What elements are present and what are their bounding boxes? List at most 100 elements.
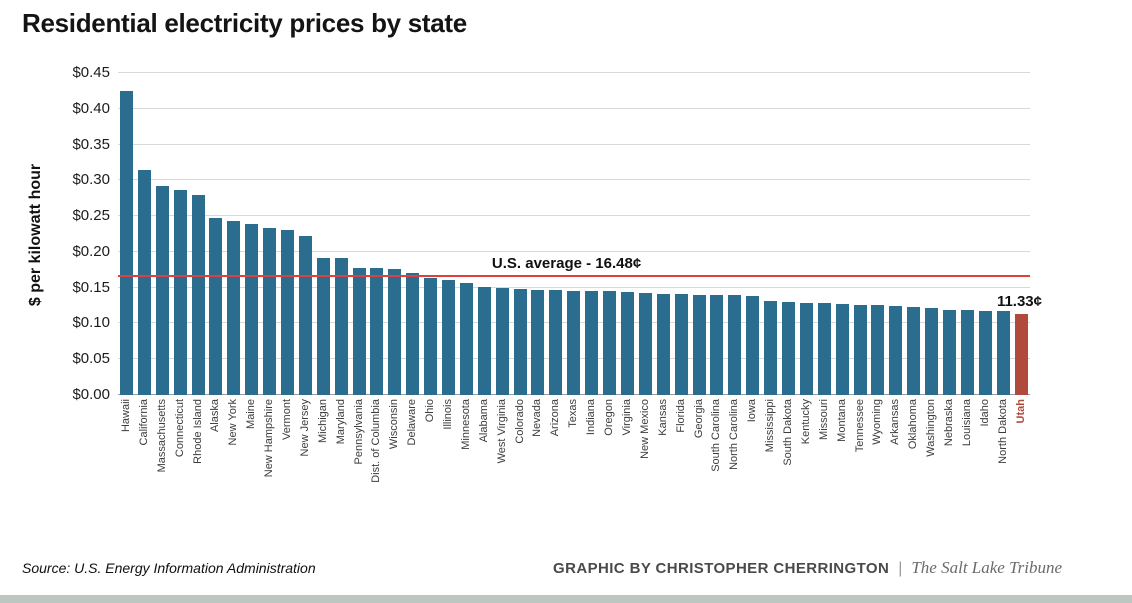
x-tick-slot: Virginia bbox=[621, 399, 634, 554]
gridline bbox=[118, 215, 1030, 217]
x-tick-slot: Minnesota bbox=[460, 399, 473, 554]
x-tick-label: Hawaii bbox=[120, 399, 132, 433]
x-tick-slot: Florida bbox=[675, 399, 688, 554]
x-tick-label: Oklahoma bbox=[907, 399, 920, 450]
gridline bbox=[118, 107, 1030, 109]
bar-oregon bbox=[603, 290, 617, 395]
y-tick-label: $0.40 bbox=[72, 99, 110, 117]
bar-oklahoma bbox=[907, 307, 921, 395]
x-tick-slot: Wisconsin bbox=[388, 399, 401, 554]
bar-north-dakota bbox=[996, 311, 1010, 395]
x-tick-slot: Utah bbox=[1015, 399, 1028, 554]
bar-new-mexico bbox=[638, 292, 652, 395]
x-tick-slot: West Virginia bbox=[496, 399, 509, 554]
x-tick-label: Ohio bbox=[424, 399, 437, 423]
x-tick-label: Colorado bbox=[513, 399, 526, 444]
x-tick-label: Oregon bbox=[603, 399, 616, 436]
x-tick-slot: New Mexico bbox=[639, 399, 652, 554]
x-tick-slot: Missouri bbox=[818, 399, 831, 554]
y-tick-label: $0.30 bbox=[72, 171, 110, 189]
bar-connecticut bbox=[173, 190, 187, 395]
x-tick-slot: Illinois bbox=[442, 399, 455, 554]
x-tick-label: New Jersey bbox=[298, 399, 311, 457]
bar-washington bbox=[925, 308, 939, 395]
x-tick-label: Minnesota bbox=[459, 399, 472, 450]
bar-west-virginia bbox=[495, 288, 509, 395]
x-tick-slot: South Dakota bbox=[782, 399, 795, 554]
x-tick-slot: Vermont bbox=[281, 399, 294, 554]
x-tick-slot: Colorado bbox=[514, 399, 527, 554]
bar-series bbox=[118, 73, 1030, 395]
bar-maryland bbox=[334, 258, 348, 395]
credit-text: GRAPHIC BY CHRISTOPHER CHERRINGTON bbox=[553, 560, 890, 577]
x-tick-label: Kansas bbox=[656, 399, 669, 436]
x-tick-slot: Wyoming bbox=[871, 399, 884, 554]
x-tick-label: Connecticut bbox=[173, 399, 186, 458]
x-tick-slot: Nevada bbox=[531, 399, 544, 554]
bar-dist-of-columbia bbox=[370, 268, 384, 395]
x-tick-slot: Louisiana bbox=[961, 399, 974, 554]
y-tick-label: $0.20 bbox=[72, 242, 110, 260]
x-tick-slot: North Dakota bbox=[997, 399, 1010, 554]
x-tick-label: Wisconsin bbox=[388, 399, 401, 450]
bar-virginia bbox=[620, 291, 634, 395]
credit-row: GRAPHIC BY CHRISTOPHER CHERRINGTON | The… bbox=[553, 558, 1062, 578]
bar-alaska bbox=[209, 218, 223, 395]
x-tick-slot: Ohio bbox=[424, 399, 437, 554]
x-tick-slot: Alaska bbox=[209, 399, 222, 554]
x-tick-label: Pennsylvania bbox=[352, 399, 365, 465]
x-tick-label: Louisiana bbox=[960, 399, 973, 447]
x-tick-slot: New Jersey bbox=[299, 399, 312, 554]
y-axis-title: $ per kilowatt hour bbox=[27, 163, 44, 307]
x-tick-label: Utah bbox=[1014, 399, 1027, 424]
x-tick-label: South Dakota bbox=[781, 399, 794, 466]
bar-new-jersey bbox=[298, 236, 312, 395]
bar-south-carolina bbox=[710, 294, 724, 395]
bar-rhode-island bbox=[191, 194, 205, 395]
x-tick-slot: Pennsylvania bbox=[353, 399, 366, 554]
gridline bbox=[118, 143, 1030, 145]
x-tick-label: Florida bbox=[674, 399, 687, 433]
gridline bbox=[118, 250, 1030, 252]
bar-pennsylvania bbox=[352, 267, 366, 395]
x-tick-label: Arizona bbox=[549, 399, 562, 437]
bar-vermont bbox=[281, 230, 295, 395]
x-tick-label: Delaware bbox=[406, 399, 419, 446]
x-tick-slot: Rhode Island bbox=[192, 399, 205, 554]
x-tick-slot: Oregon bbox=[603, 399, 616, 554]
bar-mississippi bbox=[764, 300, 778, 395]
x-tick-label: Rhode Island bbox=[191, 399, 204, 464]
x-tick-label: Idaho bbox=[978, 399, 991, 427]
bar-tennessee bbox=[853, 304, 867, 395]
bar-wyoming bbox=[871, 304, 885, 395]
x-tick-slot: Arkansas bbox=[889, 399, 902, 554]
bar-new-hampshire bbox=[263, 228, 277, 395]
bar-idaho bbox=[978, 310, 992, 395]
x-tick-label: Michigan bbox=[316, 399, 329, 444]
y-tick-label: $0.35 bbox=[72, 135, 110, 153]
y-tick-label: $0.00 bbox=[72, 386, 110, 403]
y-tick-label: $0.25 bbox=[72, 207, 110, 225]
bar-colorado bbox=[513, 289, 527, 395]
x-tick-slot: Oklahoma bbox=[907, 399, 920, 554]
x-tick-label: Nebraska bbox=[942, 399, 955, 447]
x-tick-label: Alaska bbox=[209, 399, 222, 433]
x-tick-label: Missouri bbox=[817, 399, 830, 440]
average-line bbox=[118, 275, 1030, 278]
y-tick-label: $0.05 bbox=[72, 350, 110, 368]
x-tick-slot: Maine bbox=[245, 399, 258, 554]
x-tick-label: Alabama bbox=[477, 399, 490, 443]
x-tick-label: Vermont bbox=[281, 399, 294, 440]
x-tick-slot: Texas bbox=[567, 399, 580, 554]
x-tick-slot: Dist. of Columbia bbox=[370, 399, 383, 554]
bar-texas bbox=[567, 290, 581, 395]
x-tick-slot: Massachusetts bbox=[156, 399, 169, 554]
bar-illinois bbox=[442, 279, 456, 395]
bar-nevada bbox=[531, 289, 545, 395]
x-tick-label: California bbox=[137, 399, 150, 446]
credit-divider: | bbox=[898, 560, 903, 577]
x-tick-slot: Connecticut bbox=[174, 399, 187, 554]
bar-alabama bbox=[477, 286, 491, 395]
x-tick-slot: Michigan bbox=[317, 399, 330, 554]
